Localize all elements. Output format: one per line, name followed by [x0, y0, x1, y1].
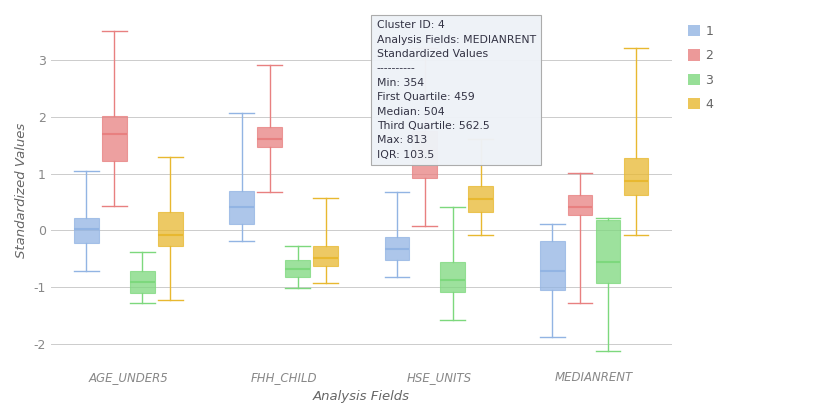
- Bar: [568, 195, 592, 214]
- Bar: [440, 262, 465, 292]
- X-axis label: Analysis Fields: Analysis Fields: [312, 390, 410, 403]
- Text: Cluster ID: 4
Analysis Fields: MEDIANRENT
Standardized Values
----------
Min: 35: Cluster ID: 4 Analysis Fields: MEDIANREN…: [377, 20, 536, 160]
- Bar: [540, 241, 564, 290]
- Bar: [285, 260, 310, 277]
- Bar: [229, 191, 254, 224]
- Bar: [596, 220, 620, 283]
- Bar: [102, 116, 127, 161]
- Bar: [469, 186, 493, 212]
- Legend: 1, 2, 3, 4: 1, 2, 3, 4: [684, 21, 717, 115]
- Bar: [257, 127, 282, 147]
- Bar: [384, 237, 409, 260]
- Bar: [130, 271, 155, 293]
- Y-axis label: Standardized Values: Standardized Values: [15, 123, 28, 258]
- Bar: [74, 218, 99, 243]
- Bar: [412, 131, 438, 178]
- Bar: [313, 246, 338, 266]
- Bar: [623, 158, 649, 195]
- Bar: [158, 212, 182, 246]
